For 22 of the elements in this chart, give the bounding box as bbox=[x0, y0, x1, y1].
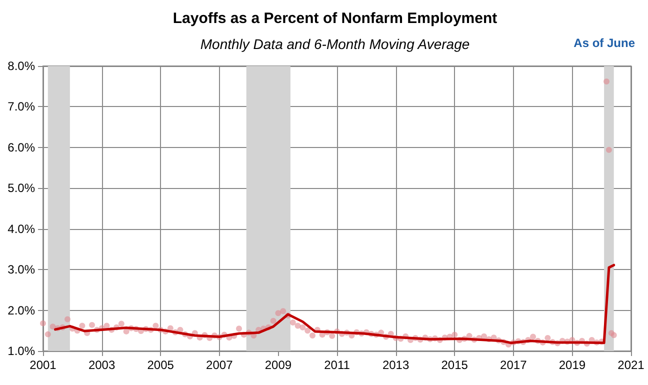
chart-title: Layoffs as a Percent of Nonfarm Employment bbox=[172, 10, 498, 27]
x-tick-label: 2001 bbox=[30, 358, 57, 372]
y-tick-label: 5.0% bbox=[8, 181, 36, 196]
y-tick-label: 6.0% bbox=[8, 140, 36, 154]
x-tick-label: 2017 bbox=[500, 358, 528, 372]
x-tick-label: 2005 bbox=[147, 358, 174, 372]
x-tick-label: 2003 bbox=[88, 358, 116, 372]
chart-subtitle: Monthly Data and 6-Month Moving Average bbox=[200, 36, 470, 52]
y-tick-label: 3.0% bbox=[8, 262, 36, 277]
y-tick-label: 8.0% bbox=[8, 59, 36, 73]
y-tick-label: 7.0% bbox=[8, 100, 36, 114]
x-tick-label: 2011 bbox=[324, 358, 350, 372]
y-tick-label: 4.0% bbox=[8, 222, 36, 236]
x-tick-label: 2021 bbox=[618, 358, 645, 372]
text: As of June bbox=[574, 36, 636, 50]
y-tick-label: 2.0% bbox=[8, 303, 36, 318]
x-tick-label: 2019 bbox=[558, 358, 586, 372]
x-tick-label: 2013 bbox=[382, 358, 410, 372]
y-tick-label: 1.0% bbox=[8, 344, 36, 358]
x-tick-label: 2009 bbox=[264, 358, 292, 372]
x-tick-label: 2015 bbox=[441, 358, 468, 372]
x-tick-label: 2007 bbox=[206, 358, 234, 372]
